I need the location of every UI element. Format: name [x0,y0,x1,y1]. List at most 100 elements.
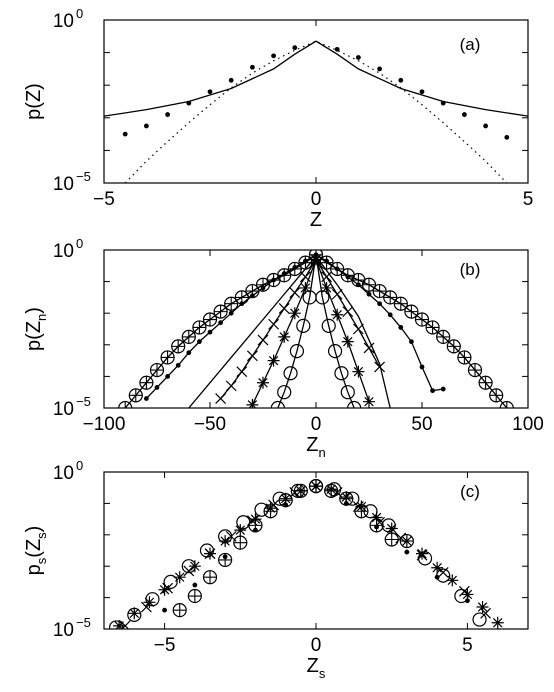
series-2 [119,480,492,629]
data-point-dot [239,301,245,307]
data-point-dot [292,264,298,270]
data-point-dot [192,582,198,588]
data-point-x [278,303,290,314]
marker-plus [188,589,202,603]
x-tick-label: 5 [462,635,473,656]
data-point-x [437,567,449,578]
data-point-circleplus [384,532,399,547]
data-point-circle [327,344,343,359]
data-point-star [310,253,322,266]
data-point-circleplus [160,350,175,365]
data-point-dot [377,301,382,307]
data-point-star [331,308,344,321]
data-point-dot [228,310,234,316]
marker-plus [161,350,175,364]
data-point-dot [434,574,440,580]
data-point-circle [283,366,298,381]
data-point-circle [334,366,349,381]
y-axis-label: ps(Zs) [23,526,49,576]
marker-plus [385,533,399,547]
data-point-star [257,376,269,389]
y-tick-exponent: −5 [76,615,91,630]
data-point-x [289,287,301,299]
data-point-circle [289,344,305,359]
data-point-circleplus [224,296,239,311]
data-point-circle [296,318,311,333]
data-point-dot [440,386,446,392]
series-2 [124,40,508,183]
data-point-circle [218,529,233,544]
data-point-star [113,619,126,629]
label-part: p(Z [23,321,45,351]
marker-plus [500,401,514,408]
marker-plus [294,484,308,498]
data-point-dot [387,312,393,318]
data-point-circleplus [489,388,504,403]
x-tick-label: 100 [512,414,544,435]
data-point-dot [271,53,276,59]
y-tick-label: 10 −5 [53,394,91,420]
data-point-circleplus [171,339,186,354]
label-part: (Z [23,539,45,558]
label-subscript: n [318,445,325,460]
data-point-dot [324,258,329,264]
x-tick-label: 0 [311,414,322,435]
data-point-circle [254,502,269,517]
data-point-circle [109,620,124,629]
marker-plus [447,339,461,353]
data-point-star [173,571,186,584]
data-point-circle [340,385,355,400]
marker-plus [362,278,376,292]
data-point-dot [334,266,340,272]
plot-area [118,250,514,408]
marker-plus [394,297,408,311]
data-point-circle [308,250,324,262]
data-point-circle [145,592,160,607]
data-point-dot [398,325,404,330]
data-point-star [341,335,354,348]
data-point-dot [377,66,382,72]
data-point-dot [343,501,349,506]
data-point-star [143,596,156,609]
data-point-dot [175,362,181,368]
data-point-star [278,330,291,343]
data-point-dot [313,483,319,489]
x-axis-label-text: Z [310,209,322,231]
data-point-x [480,607,492,619]
data-point-x [363,342,375,354]
x-tick-label: −5 [154,635,176,656]
label-part: ) [23,307,45,314]
marker-plus [468,363,482,377]
y-tick-exponent: 0 [76,236,83,251]
label-part: Z [306,434,318,456]
data-point-dot [154,385,160,390]
label-part: Z [307,655,319,677]
data-point-star [234,524,247,537]
marker-plus [415,313,429,327]
data-point-star [246,398,259,408]
data-point-dot [292,45,298,51]
data-point-star [416,547,428,560]
data-point-star [476,601,489,614]
marker-plus [489,388,503,402]
data-point-circleplus [202,570,218,585]
data-point-x [236,366,248,378]
marker-plus [203,313,217,327]
series-3 [215,254,386,404]
data-point-x [268,318,280,330]
data-point-circleplus [263,504,278,519]
data-point-circleplus [324,483,339,498]
data-point-circleplus [128,388,143,403]
data-point-circle [327,482,342,497]
data-point-circle [321,318,336,333]
series-line [277,254,355,408]
y-tick-label: 10 −5 [53,615,91,641]
data-point-x [119,620,131,629]
series-dotted-line [124,40,508,183]
plot-area [109,479,504,629]
data-point-dot [165,374,171,379]
data-point-dot [334,46,340,52]
x-axis-label-text: Zs [307,655,326,681]
data-point-star [363,395,375,408]
data-point-star [299,281,312,294]
